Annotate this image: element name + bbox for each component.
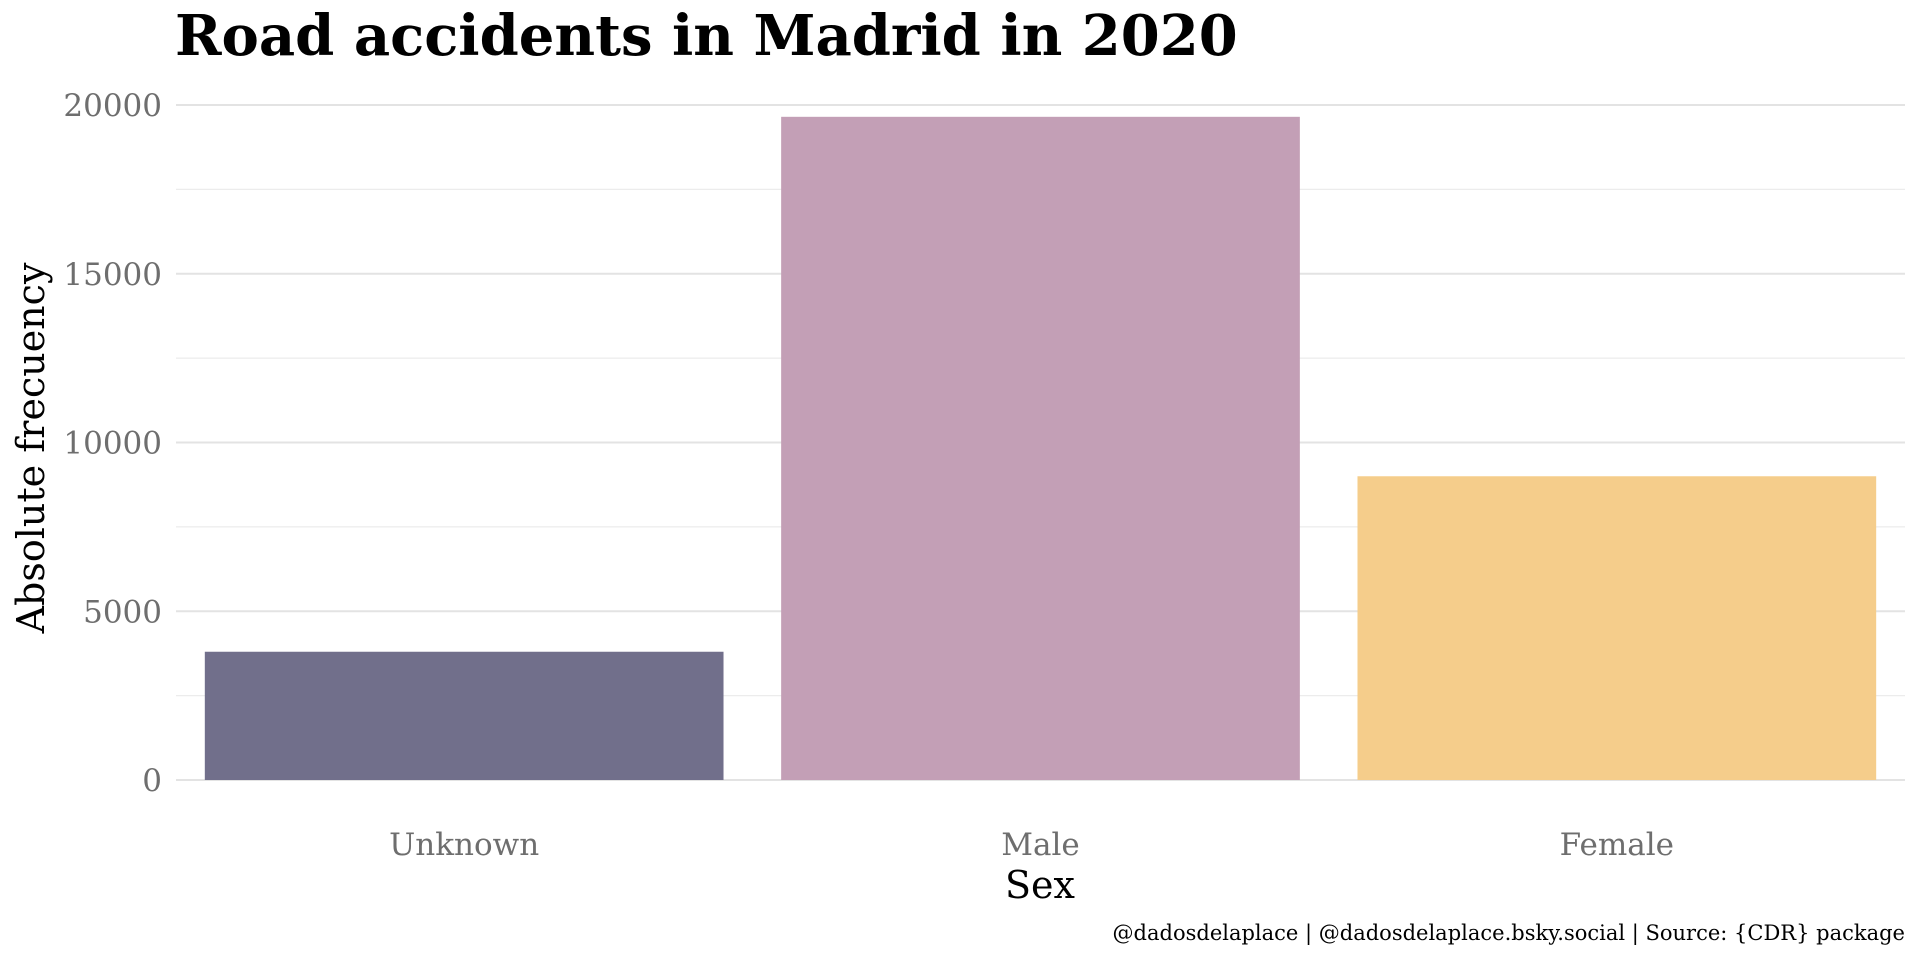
bars (204, 116, 1877, 780)
x-tick-label: Male (1001, 827, 1079, 863)
y-tick-label: 15000 (63, 257, 162, 293)
chart-title: Road accidents in Madrid in 2020 (175, 3, 1238, 69)
y-tick-label: 20000 (63, 88, 162, 124)
bar-female (1357, 476, 1877, 780)
x-axis-title: Sex (1005, 863, 1075, 907)
bar-unknown (204, 651, 724, 780)
y-tick-label: 0 (142, 763, 162, 799)
y-axis-ticks: 0 5000 10000 15000 20000 (63, 88, 162, 799)
chart-caption: @dadosdelaplace | @dadosdelaplace.bsky.s… (1113, 921, 1905, 946)
y-axis-title: Absolute frecuency (9, 262, 53, 634)
x-tick-label: Unknown (389, 827, 539, 863)
x-axis-ticks: Unknown Male Female (389, 827, 1674, 863)
y-tick-label: 10000 (63, 426, 162, 462)
bar-male (781, 116, 1300, 780)
x-tick-label: Female (1560, 827, 1674, 863)
y-tick-label: 5000 (83, 594, 162, 630)
